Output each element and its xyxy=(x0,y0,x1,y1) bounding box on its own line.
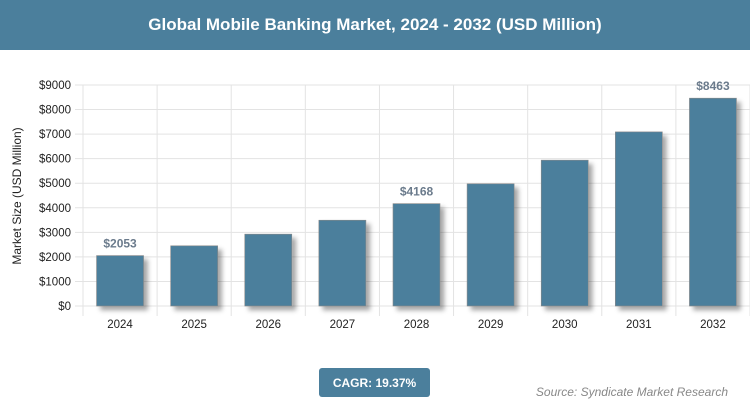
bar-2026 xyxy=(244,233,293,307)
y-tick-label: $4000 xyxy=(39,203,71,215)
x-tick-label: 2029 xyxy=(478,319,504,331)
source-note: Source: Syndicate Market Research xyxy=(535,385,728,399)
bar-2027 xyxy=(318,219,367,307)
y-tick-label: $3000 xyxy=(39,227,71,239)
data-label: $8463 xyxy=(696,79,730,93)
x-tick-label: 2028 xyxy=(404,319,430,331)
data-label: $2053 xyxy=(103,237,137,251)
bar-2025 xyxy=(170,245,218,307)
x-tick-label: 2031 xyxy=(626,319,652,331)
chart-title-bar: Global Mobile Banking Market, 2024 - 203… xyxy=(0,0,750,50)
y-tick-label: $9000 xyxy=(39,80,71,92)
y-tick-label: $1000 xyxy=(39,276,71,288)
chart-title: Global Mobile Banking Market, 2024 - 203… xyxy=(148,15,602,34)
x-tick-label: 2024 xyxy=(107,319,133,331)
y-tick-label: $7000 xyxy=(39,129,71,141)
data-label: $4168 xyxy=(400,185,434,199)
y-tick-label: $2000 xyxy=(39,252,71,264)
y-tick-label: $6000 xyxy=(39,154,71,166)
x-tick-label: 2032 xyxy=(700,319,726,331)
y-tick-label: $5000 xyxy=(39,178,71,190)
x-tick-label: 2027 xyxy=(330,319,356,331)
bar-2028 xyxy=(392,203,441,307)
bar-2030 xyxy=(540,159,589,307)
cagr-badge: CAGR: 19.37% xyxy=(319,368,430,397)
y-axis-label: Market Size (USD Million) xyxy=(10,127,24,264)
y-tick-label: $8000 xyxy=(39,105,71,117)
x-tick-label: 2026 xyxy=(255,319,281,331)
x-tick-label: 2025 xyxy=(181,319,207,331)
bar-2029 xyxy=(466,183,515,307)
bar-2031 xyxy=(615,131,663,307)
y-tick-label: $0 xyxy=(58,301,71,313)
bar-2024 xyxy=(96,255,144,307)
bar-2032 xyxy=(689,97,737,307)
x-tick-label: 2030 xyxy=(552,319,578,331)
cagr-text: CAGR: 19.37% xyxy=(332,375,417,390)
